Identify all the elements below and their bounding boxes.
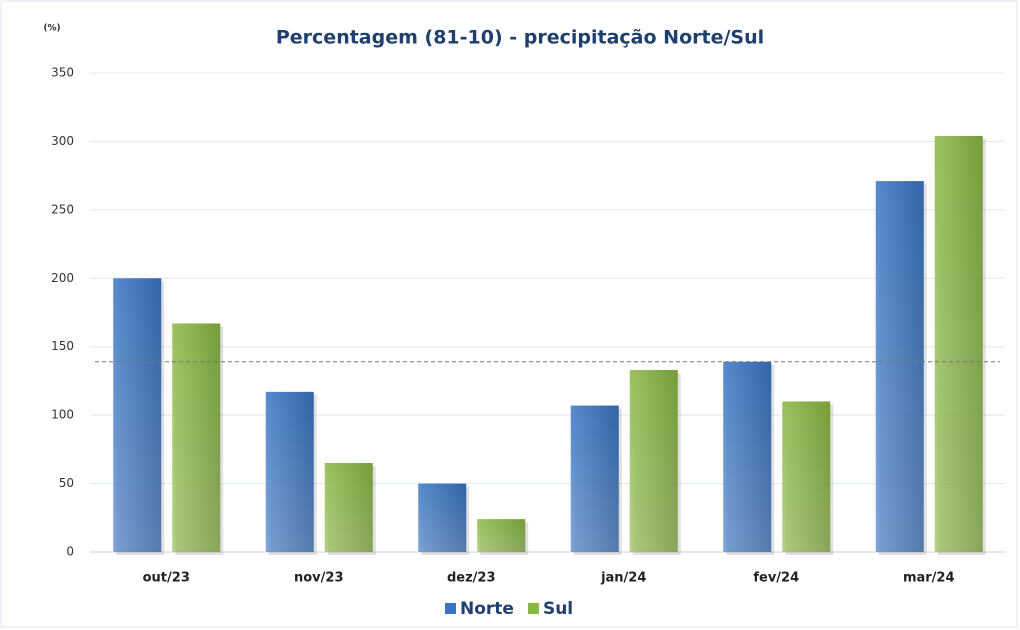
bar-shade [172,323,221,552]
bar-shade [629,369,678,552]
bar-shade [113,278,162,552]
chart-title: Percentagem (81-10) - precipitação Norte… [276,27,764,49]
bar-shade [782,401,831,552]
y-tick-label: 350 [51,66,74,80]
legend-label: Sul [543,599,573,619]
legend-swatch [445,603,456,614]
bar-shade [265,391,314,552]
y-tick-label: 50 [59,476,74,490]
x-tick-label: dez/23 [447,571,496,586]
bar-shade [324,463,373,552]
y-tick-label: 200 [51,271,74,285]
x-tick-label: nov/23 [294,571,344,586]
bar-shade [570,405,619,552]
x-tick-label: fev/24 [753,571,799,586]
y-tick-label: 150 [51,339,74,353]
y-tick-label: 100 [51,408,74,422]
x-tick-label: mar/24 [903,571,955,586]
bar-shade [723,361,772,552]
bar-shade [875,181,924,553]
x-tick-label: out/23 [143,571,190,586]
y-tick-label: 0 [66,545,74,559]
legend-label: Norte [460,599,514,619]
bar-shade [418,483,467,552]
x-tick-label: jan/24 [600,571,646,586]
bar-shade [477,519,526,552]
y-axis-label: (%) [43,24,60,34]
y-tick-label: 250 [51,202,74,216]
legend-swatch [527,603,539,614]
bar-shade [934,135,983,552]
y-tick-label: 300 [51,134,74,148]
